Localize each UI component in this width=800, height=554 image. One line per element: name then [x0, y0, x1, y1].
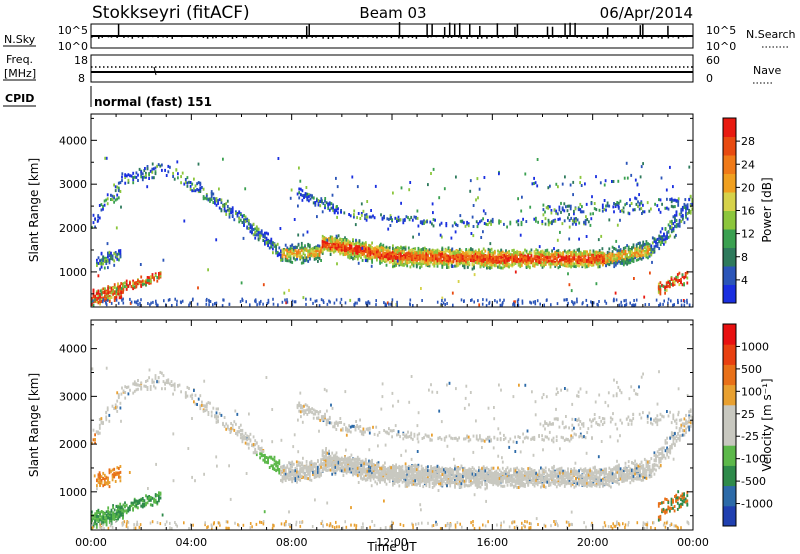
velocity-colorbar-label: Velocity [m s⁻¹]	[760, 378, 774, 471]
colorbar-segment	[723, 173, 736, 193]
power-x-ticks	[90, 114, 694, 307]
x-tick-label: 16:00	[476, 536, 508, 549]
nsearch-label: N.Search	[746, 28, 796, 41]
nsky-panel: N.Sky 10^5 10^0 10^5 10^0 N.Search	[3, 22, 796, 53]
colorbar-tick-label: -100	[741, 453, 766, 466]
nsky-label: N.Sky	[4, 33, 36, 46]
nsky-bottom-tick: 10^0	[58, 40, 88, 53]
colorbar-segment	[723, 284, 736, 304]
y-tick-label: 3000	[59, 178, 87, 191]
power-colorbar-label: Power [dB]	[760, 177, 774, 242]
y-tick-label: 2000	[59, 438, 87, 451]
colorbar-segment	[723, 344, 736, 365]
date-title: 06/Apr/2014	[600, 4, 693, 22]
velocity-scatter	[91, 366, 693, 530]
nave-bottom-tick: 0	[706, 72, 713, 85]
power-colorbar: 4 8 12 16 20 24 28	[722, 117, 755, 304]
nsearch-top-tick: 10^5	[706, 24, 736, 37]
colorbar-tick-label: 8	[741, 251, 748, 264]
freq-unit: [MHz]	[4, 67, 36, 80]
colorbar-tick-label: 1000	[741, 340, 769, 353]
colorbar-tick-label: 4	[741, 274, 748, 287]
colorbar-tick-label: 16	[741, 205, 755, 218]
colorbar-tick-label: -1000	[741, 498, 773, 511]
colorbar-tick-label: 20	[741, 181, 755, 194]
freq-bottom-tick: 8	[78, 72, 85, 85]
y-tick-label: 4000	[59, 134, 87, 147]
colorbar-tick-label: 500	[741, 363, 762, 376]
x-tick-label: 08:00	[276, 536, 308, 549]
power-scatter	[91, 156, 693, 307]
x-tick-label: 12:00	[376, 536, 408, 549]
colorbar-tick-label: 25	[741, 408, 755, 421]
colorbar-tick-label: 12	[741, 228, 755, 241]
colorbar-segment	[723, 229, 736, 248]
cpid-panel: CPID normal (fast) 151	[3, 86, 212, 109]
colorbar-segment	[723, 445, 736, 466]
colorbar-segment	[723, 505, 736, 527]
freq-glitch	[153, 66, 157, 76]
colorbar-segment	[723, 465, 736, 487]
beam-title: Beam 03	[359, 4, 426, 22]
cpid-value: normal (fast) 151	[94, 95, 212, 109]
colorbar-tick-label: 100	[741, 385, 762, 398]
power-ylabel: Slant Range [km]	[27, 158, 41, 262]
nave-label: Nave	[753, 64, 781, 77]
freq-panel: Freq. [MHz] 18 8 60 0 Nave	[3, 53, 781, 85]
colorbar-tick-label: 28	[741, 135, 755, 148]
power-panel: 1000 2000 3000 4000 Slant Range [km] 4 8 12 16…	[27, 113, 774, 308]
colorbar-segment	[723, 485, 736, 507]
x-tick-label: 00:00	[75, 536, 107, 549]
colorbar-segment	[723, 136, 736, 156]
x-tick-label: 04:00	[175, 536, 207, 549]
nave-top-tick: 60	[706, 54, 720, 67]
colorbar-segment	[723, 247, 736, 267]
y-tick-label: 1000	[59, 486, 87, 499]
velocity-ylabel: Slant Range [km]	[27, 373, 41, 477]
freq-top-tick: 18	[74, 54, 88, 67]
colorbar-frame	[722, 323, 737, 527]
colorbar-segment	[723, 118, 736, 137]
colorbar-segment	[723, 324, 736, 345]
x-axis-label: Time UT	[366, 540, 417, 554]
colorbar-segment	[723, 266, 736, 285]
colorbar-segment	[723, 155, 736, 174]
colorbar-segment	[723, 425, 736, 446]
colorbar-tick-label: -500	[741, 475, 766, 488]
colorbar-segment	[723, 192, 736, 211]
colorbar-segment	[723, 210, 736, 230]
cpid-label: CPID	[5, 92, 34, 105]
nsearch-spikes	[91, 22, 688, 39]
x-tick-label: 00:00	[677, 536, 709, 549]
y-tick-label: 1000	[59, 266, 87, 279]
station-title: Stokkseyri (fitACF)	[92, 3, 250, 23]
colorbar-segment	[723, 384, 736, 406]
velocity-colorbar: 1000 500 100 25 -25 -100 -500 -1000	[722, 323, 773, 527]
colorbar-tick-label: 24	[741, 158, 755, 171]
colorbar-segment	[723, 364, 736, 386]
velocity-x-ticks: 00:00 04:00 08:00 12:00 16:00 20:00 00:00	[75, 320, 709, 549]
colorbar-segment	[723, 404, 736, 426]
nsky-top-tick: 10^5	[58, 24, 88, 37]
nsearch-bottom-tick: 10^0	[706, 40, 736, 53]
y-tick-label: 2000	[59, 222, 87, 235]
y-tick-label: 4000	[59, 343, 87, 356]
velocity-y-axis: 1000 2000 3000 4000	[59, 324, 693, 517]
freq-label: Freq.	[6, 53, 33, 66]
power-y-axis: 1000 2000 3000 4000	[59, 117, 693, 295]
colorbar-tick-label: -25	[741, 430, 759, 443]
x-tick-label: 20:00	[577, 536, 609, 549]
y-tick-label: 3000	[59, 390, 87, 403]
